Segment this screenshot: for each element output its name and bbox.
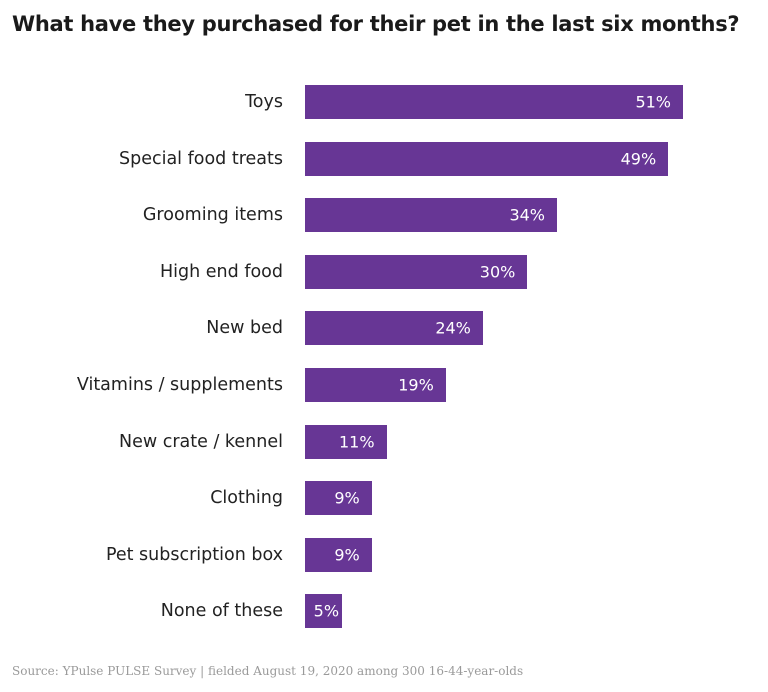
data-label: 49% — [620, 149, 657, 169]
bar: 9% — [305, 537, 372, 572]
chart-title: What have they purchased for their pet i… — [12, 12, 740, 36]
category-label: Vitamins / supplements — [76, 375, 283, 395]
bar: 49% — [305, 141, 669, 176]
bar: 30% — [305, 254, 528, 289]
category-label: None of these — [160, 601, 283, 622]
category-label: Grooming items — [142, 205, 283, 226]
category-label: Toys — [245, 92, 283, 112]
bar: 9% — [305, 481, 372, 516]
category-label: Pet subscription box — [105, 544, 283, 565]
data-label: 51% — [635, 92, 671, 112]
data-label: 11% — [338, 432, 375, 452]
bar: 24% — [305, 311, 483, 346]
data-label: 9% — [334, 545, 360, 565]
bar: 11% — [305, 424, 387, 459]
bar: 34% — [305, 198, 557, 233]
source-note: Source: YPulse PULSE Survey | fielded Au… — [12, 664, 524, 678]
data-label: 34% — [509, 205, 545, 225]
category-label: New crate / kennel — [118, 431, 283, 452]
data-label: 5% — [313, 601, 340, 621]
data-label: 24% — [435, 318, 471, 338]
category-label: Clothing — [210, 488, 283, 509]
data-label: 30% — [479, 262, 516, 282]
category-label: High end food — [160, 261, 283, 282]
bar: 5% — [305, 594, 343, 629]
bar: 19% — [305, 368, 446, 402]
category-label: Special food treats — [118, 148, 283, 169]
category-label: New bed — [206, 318, 283, 339]
data-label: 19% — [398, 375, 434, 395]
bar: 51% — [305, 85, 683, 119]
data-label: 9% — [334, 488, 360, 508]
